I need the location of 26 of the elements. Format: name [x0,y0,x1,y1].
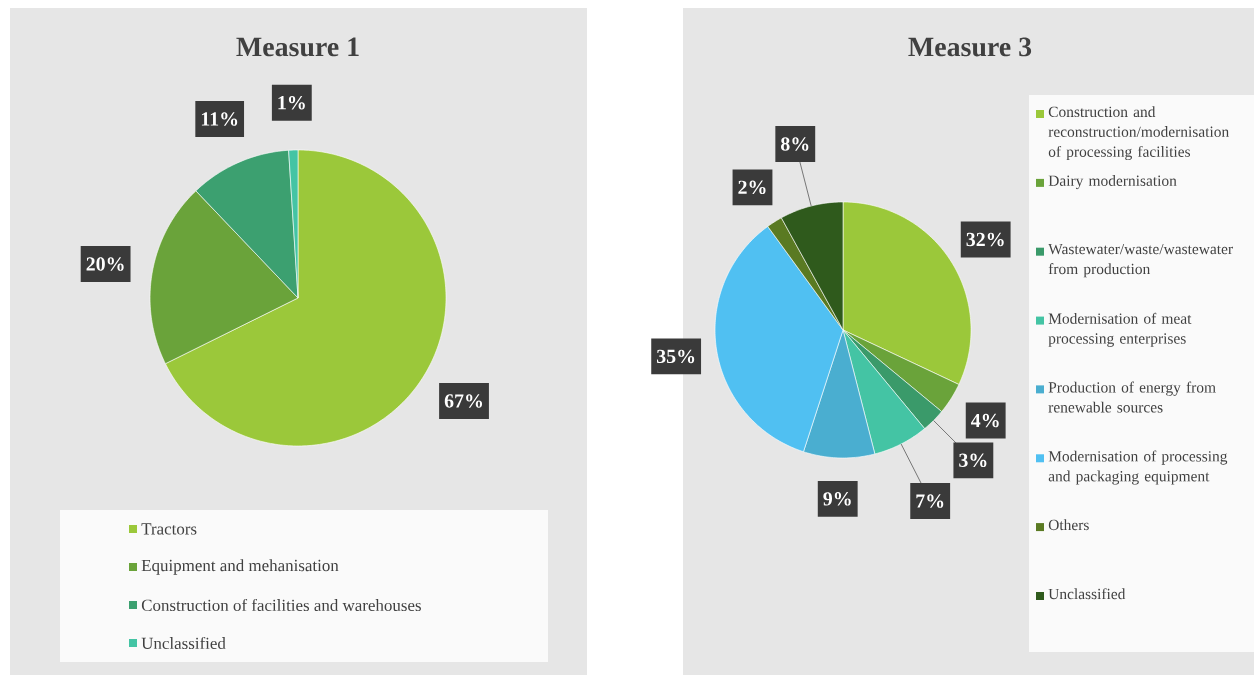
data-label: 1% [278,95,305,110]
legend-label: Production of energy from renewable sources [1048,381,1216,413]
data-label: 3% [959,453,987,468]
legend-label: Others [1048,519,1089,531]
legend-label: Wastewater/waste/wastewater from production [1048,243,1233,278]
chart-title: Measure 3 [908,37,1032,57]
data-label: 7% [916,494,944,508]
data-label: 8% [780,137,809,151]
legend-label: Construction of facilities and warehouses [141,598,421,612]
data-label: 67% [444,394,483,408]
legend-label: Equipment and mehanisation [141,559,339,575]
legend-label: Modernisation of processing and packaging equipment [1048,450,1228,485]
legend-label: Unclassified [141,636,226,650]
data-label: 4% [971,413,999,428]
data-label: 9% [823,492,851,506]
data-label: 11% [201,112,238,126]
data-label: 35% [656,349,695,364]
legend-label: Unclassified [1048,588,1126,600]
data-label: 20% [86,257,124,271]
legend-label: Construction and reconstruction/modernisation of processing facilities [1048,106,1229,161]
data-label: 32% [966,232,1004,247]
legend-label: Modernisation of meat processing enterprises [1048,312,1192,347]
data-label: 2% [738,180,766,195]
chart-title: Measure 1 [236,37,359,57]
legend-label: Dairy modernisation [1048,175,1177,190]
legend-label: Tractors [141,523,197,535]
